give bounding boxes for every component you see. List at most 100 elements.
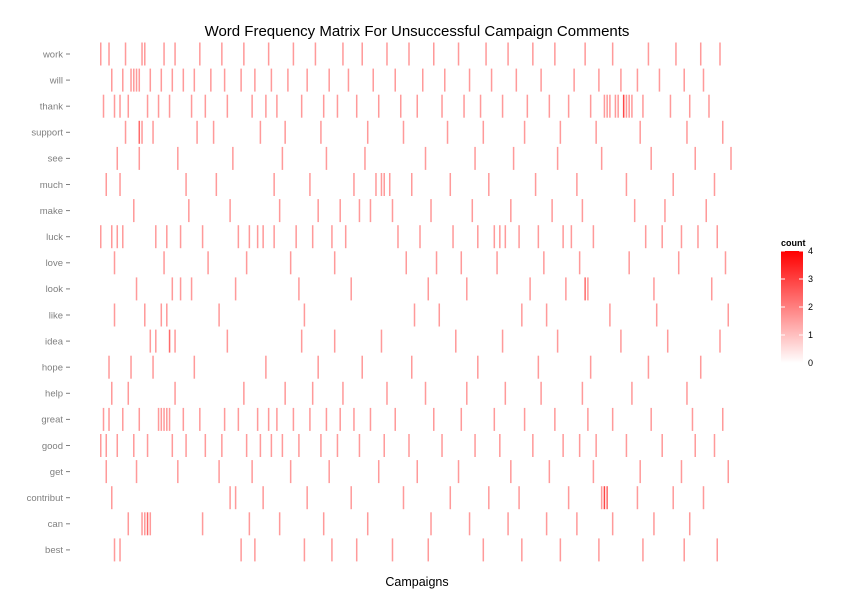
heatmap-tile [190,277,193,301]
heatmap-tile [284,381,286,405]
heatmap-tile [278,199,281,223]
heatmap-tile [562,225,564,249]
heatmap-tile [595,434,597,457]
heatmap-tile [204,434,207,457]
heatmap-tile [699,355,702,379]
heatmap-tile [179,277,182,301]
heatmap-tiles [100,42,732,562]
heatmap-tile [113,94,116,118]
heatmap-tile [468,68,471,92]
heatmap-tile [276,94,278,118]
heatmap-tile [232,146,234,170]
heatmap-tile [567,94,570,118]
heatmap-tile [207,251,209,275]
heatmap-tile [518,486,520,510]
heatmap-tile [493,407,496,431]
y-tick-label: work [42,49,63,60]
heatmap-tile [713,173,716,196]
heatmap-tile [124,120,127,144]
heatmap-tile [584,277,586,301]
heatmap-tile [358,199,361,223]
heatmap-tile [174,42,176,66]
heatmap-tile [234,486,237,510]
heatmap-tile [361,355,363,379]
heatmap-tile [300,329,303,353]
heatmap-tile [226,329,229,353]
heatmap-tile [399,94,402,118]
y-tick-label: great [41,415,63,426]
heatmap-tile [430,199,432,223]
heatmap-tile [416,460,419,484]
heatmap-tile [543,251,545,275]
heatmap-tile [589,94,592,118]
heatmap-tile [292,407,295,431]
heatmap-tile [672,486,674,510]
heatmap-tile [262,225,264,249]
heatmap-tile [127,94,130,118]
heatmap-tile [526,94,529,118]
heatmap-tile [402,486,405,510]
heatmap-tile [628,94,630,118]
legend-tick-label: 3 [808,274,813,284]
heatmap-tile [581,381,584,405]
heatmap-tile [386,381,388,405]
heatmap-tile [488,486,490,510]
heatmap-tile [138,68,141,92]
heatmap-tile [581,199,584,223]
heatmap-tile [124,42,127,66]
heatmap-tile [710,277,713,301]
heatmap-tile [133,68,135,92]
heatmap-tile [686,120,688,144]
heatmap-tile [234,277,237,301]
heatmap-tile [185,173,187,196]
heatmap-tile [138,146,141,170]
chart-title: Word Frequency Matrix For Unsuccessful C… [205,23,630,40]
heatmap-tile [430,512,432,536]
heatmap-tile [694,146,696,170]
heatmap-tile [163,251,165,275]
heatmap-tile [537,225,540,249]
heatmap-tile [380,173,383,196]
heatmap-tile [724,251,727,275]
heatmap-tile [727,303,730,327]
heatmap-tile [653,512,655,536]
y-axis: work will thank support see much make luck love l… [27,49,70,556]
heatmap-tile [166,303,168,327]
heatmap-tile [133,199,135,223]
heatmap-tile [603,94,606,118]
heatmap-tile [391,199,394,223]
heatmap-tile [240,68,242,92]
heatmap-tile [105,173,108,196]
heatmap-tile [474,146,476,170]
heatmap-tile [179,225,182,249]
heatmap-tile [600,146,603,170]
heatmap-tile [212,120,215,144]
heatmap-tile [661,434,663,457]
heatmap-tile [300,94,303,118]
heatmap-tile [111,68,113,92]
heatmap-tile [691,407,694,431]
heatmap-tile [144,512,146,536]
legend-tick-label: 4 [808,246,813,256]
heatmap-tile [551,199,553,223]
heatmap-tile [135,460,138,484]
heatmap-tile [540,381,542,405]
heatmap-tile [113,303,116,327]
heatmap-tile [256,407,259,431]
legend: count 0 1 2 3 4 [781,238,813,368]
heatmap-tile [141,512,143,536]
heatmap-tile [455,329,457,353]
heatmap-tile [229,486,231,510]
heatmap-tile [188,199,190,223]
heatmap-tile [100,434,102,457]
heatmap-tile [625,173,628,196]
heatmap-tile [631,381,633,405]
heatmap-tile [265,355,267,379]
heatmap-tile [642,538,644,562]
heatmap-tile [628,251,630,275]
heatmap-tile [427,277,430,301]
heatmap-tile [119,173,121,196]
heatmap-tile [306,486,308,510]
heatmap-tile [686,381,688,405]
